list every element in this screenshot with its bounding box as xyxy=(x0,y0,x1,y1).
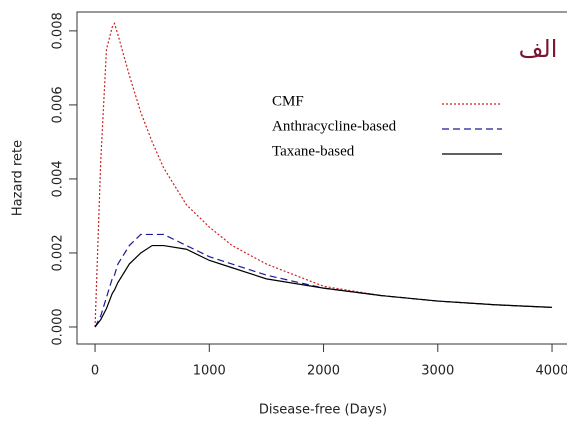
series-line xyxy=(94,22,553,327)
y-tick-label: 0.006 xyxy=(51,86,66,123)
x-tick-label: 0 xyxy=(91,364,99,379)
series-line xyxy=(94,244,553,328)
plot-frame xyxy=(76,11,567,345)
legend-label: Taxane-based xyxy=(272,143,355,159)
y-tick-label: 0.000 xyxy=(51,308,66,345)
x-tick-label: 2000 xyxy=(307,364,340,379)
x-tick-label: 4000 xyxy=(535,364,567,379)
legend-label: Anthracycline-based xyxy=(272,118,397,134)
x-axis-label: Disease-free (Days) xyxy=(259,403,387,418)
x-tick-label: 1000 xyxy=(193,364,226,379)
y-tick-label: 0.004 xyxy=(51,160,66,197)
x-tick-label: 3000 xyxy=(421,364,454,379)
y-tick-label: 0.008 xyxy=(51,12,66,49)
y-axis-label: Hazard rete xyxy=(11,140,26,216)
y-tick-label: 0.002 xyxy=(51,234,66,271)
series-line xyxy=(94,233,553,328)
legend-label: CMF xyxy=(272,93,304,109)
annotation: الف xyxy=(519,35,558,63)
